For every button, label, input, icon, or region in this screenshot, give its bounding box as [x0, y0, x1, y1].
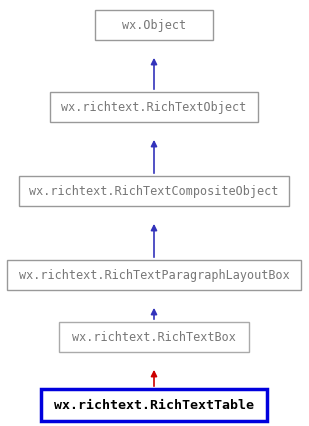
FancyBboxPatch shape	[59, 322, 249, 352]
Text: wx.richtext.RichTextCompositeObject: wx.richtext.RichTextCompositeObject	[29, 185, 279, 198]
FancyBboxPatch shape	[50, 93, 258, 123]
Text: wx.richtext.RichTextParagraphLayoutBox: wx.richtext.RichTextParagraphLayoutBox	[19, 269, 289, 282]
Text: wx.richtext.RichTextBox: wx.richtext.RichTextBox	[72, 331, 236, 344]
FancyBboxPatch shape	[19, 177, 289, 207]
FancyBboxPatch shape	[95, 11, 213, 41]
Text: wx.richtext.RichTextObject: wx.richtext.RichTextObject	[61, 101, 247, 114]
FancyBboxPatch shape	[7, 260, 301, 290]
Text: wx.Object: wx.Object	[122, 20, 186, 32]
FancyBboxPatch shape	[41, 389, 267, 421]
Text: wx.richtext.RichTextTable: wx.richtext.RichTextTable	[54, 399, 254, 412]
